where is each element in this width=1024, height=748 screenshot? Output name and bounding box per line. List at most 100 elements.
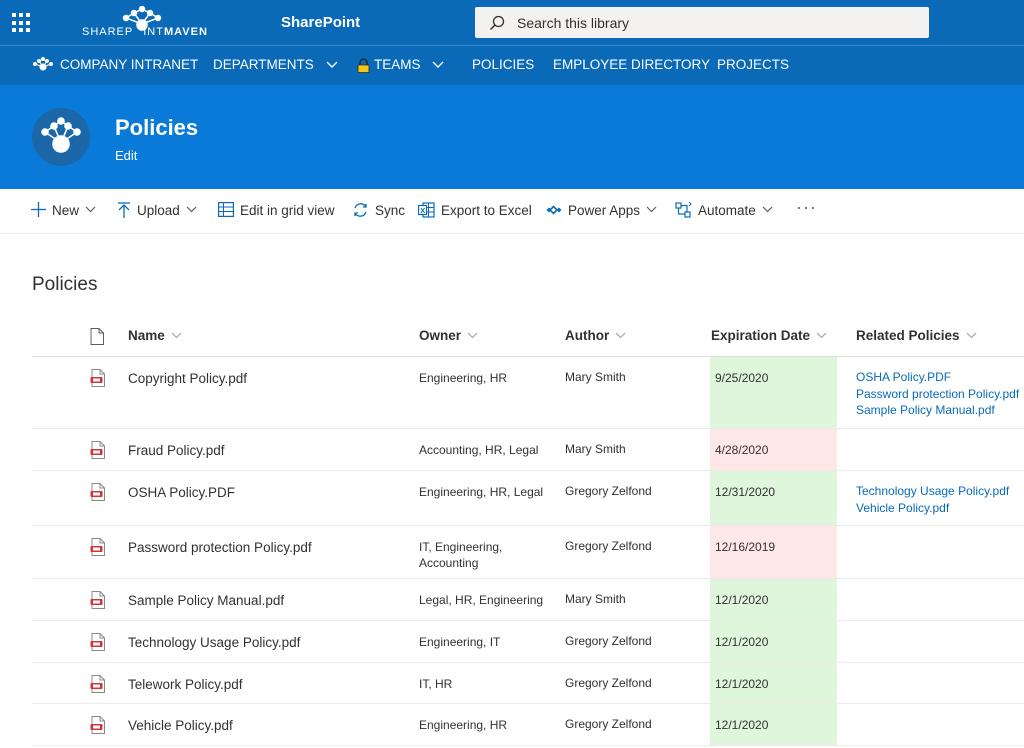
- app-launcher-icon[interactable]: [12, 13, 32, 33]
- author-cell: Mary Smith: [565, 442, 626, 456]
- pdf-file-icon: [90, 633, 106, 656]
- suite-bar: SHAREP INTMAVEN SharePoint: [0, 0, 1024, 45]
- column-header-related-policies[interactable]: Related Policies: [856, 328, 977, 343]
- header-divider: [32, 356, 1024, 357]
- file-type-header-icon[interactable]: [90, 328, 104, 345]
- related-policies-cell: OSHA Policy.PDF Password protection Polic…: [856, 369, 1019, 419]
- owner-cell: Engineering, IT: [419, 635, 501, 649]
- edit-grid-view-button[interactable]: Edit in grid view: [218, 202, 335, 218]
- brand-logo-icon: [122, 6, 162, 31]
- column-header-name[interactable]: Name: [128, 328, 182, 343]
- hub-navigation: COMPANY INTRANET DEPARTMENTS TEAMS POLIC…: [0, 45, 1024, 85]
- column-header-author[interactable]: Author: [565, 328, 626, 343]
- nav-item-policies[interactable]: POLICIES: [472, 57, 535, 72]
- edit-grid-label: Edit in grid view: [240, 203, 335, 218]
- brand-logo[interactable]: SHAREP INTMAVEN: [82, 6, 222, 40]
- author-cell: Gregory Zelfond: [565, 717, 652, 731]
- site-title[interactable]: Policies: [115, 115, 199, 140]
- app-name-link[interactable]: SharePoint: [281, 14, 361, 31]
- owner-cell: IT, Engineering, Accounting: [419, 540, 503, 570]
- svg-text:X: X: [420, 206, 425, 215]
- file-name-link[interactable]: Sample Policy Manual.pdf: [128, 593, 285, 608]
- column-header-owner[interactable]: Owner: [419, 328, 478, 343]
- sync-icon: [354, 203, 367, 217]
- table-row[interactable]: OSHA Policy.PDF Engineering, HR, Legal Gre…: [32, 471, 1024, 526]
- search-box[interactable]: [475, 7, 929, 38]
- pdf-file-icon: [90, 483, 106, 506]
- table-row[interactable]: Copyright Policy.pdf Engineering, HR Mary …: [32, 357, 1024, 429]
- chevron-down-icon: [615, 332, 626, 339]
- export-label: Export to Excel: [441, 203, 532, 218]
- table-row[interactable]: Fraud Policy.pdf Accounting, HR, Legal Mar…: [32, 429, 1024, 471]
- file-name-link[interactable]: Copyright Policy.pdf: [128, 371, 248, 386]
- pdf-file-icon: [90, 538, 106, 561]
- table-row[interactable]: Technology Usage Policy.pdf Engineering, …: [32, 621, 1024, 663]
- pdf-file-icon: [90, 369, 106, 392]
- pdf-file-icon: [90, 591, 106, 614]
- edit-link[interactable]: Edit: [115, 148, 138, 163]
- nav-item-company-intranet[interactable]: COMPANY INTRANET: [32, 46, 198, 86]
- nav-item-label: TEAMS: [374, 57, 421, 72]
- plus-icon: [31, 202, 46, 218]
- expiration-date-cell: 12/1/2020: [710, 704, 837, 745]
- related-policy-link[interactable]: Technology Usage Policy.pdf: [856, 484, 1010, 498]
- related-policy-link[interactable]: Password protection Policy.pdf: [856, 386, 1020, 401]
- chevron-down-icon: [646, 207, 657, 213]
- nav-item-employee-directory[interactable]: EMPLOYEE DIRECTORY: [553, 57, 711, 72]
- nav-item-teams[interactable]: TEAMS: [357, 46, 444, 86]
- expiration-date-cell: 12/1/2020: [710, 579, 837, 620]
- file-name-link[interactable]: Vehicle Policy.pdf: [128, 718, 233, 733]
- power-apps-button[interactable]: Power Apps: [546, 203, 657, 218]
- expiration-date-cell: 12/16/2019: [710, 526, 837, 578]
- owner-cell: Engineering, HR: [419, 371, 508, 385]
- column-header-label: Related Policies: [856, 328, 960, 343]
- author-cell: Gregory Zelfond: [565, 676, 652, 690]
- file-name-link[interactable]: Technology Usage Policy.pdf: [128, 635, 301, 650]
- nav-item-departments[interactable]: DEPARTMENTS: [213, 46, 338, 86]
- related-policy-link[interactable]: Vehicle Policy.pdf: [856, 500, 950, 515]
- expiration-date-cell: 12/1/2020: [710, 621, 837, 662]
- table-row[interactable]: Vehicle Policy.pdf Engineering, HR Gregory…: [32, 704, 1024, 746]
- expiration-date-cell: 9/25/2020: [710, 357, 837, 428]
- brand-logo-text: SHAREP INTMAVEN: [82, 26, 208, 38]
- column-header-expiration-date[interactable]: Expiration Date: [711, 328, 827, 343]
- column-header-label: Author: [565, 328, 610, 343]
- excel-icon: X: [417, 202, 435, 218]
- file-name-link[interactable]: Fraud Policy.pdf: [128, 443, 225, 458]
- pdf-file-icon: [90, 716, 106, 739]
- owner-cell: Engineering, HR, Legal: [419, 485, 544, 499]
- column-header-label: Name: [128, 328, 165, 343]
- table-row[interactable]: Telework Policy.pdf IT, HR Gregory Zelfond…: [32, 663, 1024, 704]
- search-icon: [489, 15, 505, 31]
- site-logo[interactable]: [32, 108, 90, 166]
- list-title: Policies: [32, 274, 98, 295]
- owner-cell: Engineering, HR: [419, 718, 508, 732]
- export-excel-button[interactable]: X Export to Excel: [417, 202, 532, 218]
- nav-item-projects[interactable]: PROJECTS: [717, 57, 790, 72]
- file-name-link[interactable]: Password protection Policy.pdf: [128, 540, 312, 555]
- owner-cell: IT, HR: [419, 677, 453, 691]
- chevron-down-icon: [85, 207, 96, 213]
- file-name-link[interactable]: OSHA Policy.PDF: [128, 485, 236, 500]
- related-policy-link[interactable]: OSHA Policy.PDF: [856, 370, 952, 384]
- upload-button[interactable]: Upload: [117, 202, 197, 218]
- new-button[interactable]: New: [31, 202, 96, 218]
- related-policy-link[interactable]: Sample Policy Manual.pdf: [856, 403, 995, 417]
- chevron-down-icon: [326, 61, 338, 69]
- search-input[interactable]: [517, 7, 917, 38]
- site-logo-icon: [41, 117, 81, 153]
- chevron-down-icon: [762, 207, 773, 213]
- more-commands-button[interactable]: ···: [796, 197, 817, 217]
- chevron-down-icon: [966, 332, 976, 339]
- expiration-date-cell: 4/28/2020: [710, 429, 837, 470]
- grid-icon: [218, 202, 235, 218]
- file-name-link[interactable]: Telework Policy.pdf: [128, 677, 243, 692]
- lock-icon: [357, 58, 370, 73]
- chevron-down-icon: [186, 207, 197, 213]
- table-row[interactable]: Password protection Policy.pdf IT, Engine…: [32, 526, 1024, 579]
- chevron-down-icon: [171, 332, 182, 339]
- table-row[interactable]: Sample Policy Manual.pdf Legal, HR, Engin…: [32, 579, 1024, 621]
- automate-button[interactable]: Automate: [675, 201, 773, 218]
- power-apps-icon: [546, 205, 562, 215]
- sync-button[interactable]: Sync: [352, 203, 405, 218]
